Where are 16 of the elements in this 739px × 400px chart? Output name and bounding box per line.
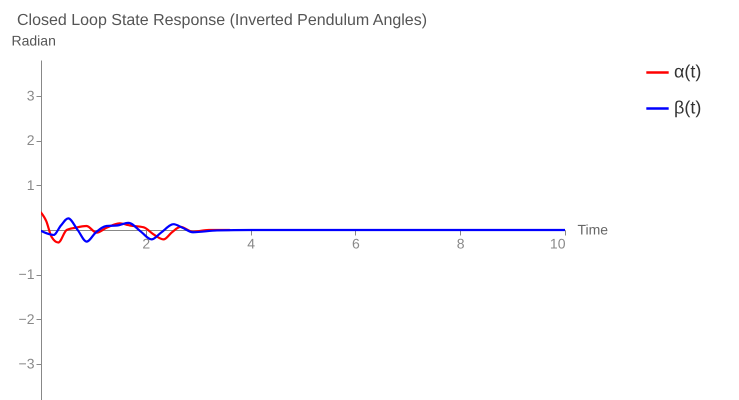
x-tick-label: 2 [142,236,150,252]
x-tick-label: 8 [456,236,465,252]
y-axis-title: Radian [12,32,56,48]
y-tick-label: 3 [26,87,35,104]
x-tick-label: 4 [247,236,256,252]
y-tick-label: 2 [26,132,35,148]
x-tick-label: 6 [352,236,360,252]
legend-label: β(t) [674,98,702,118]
y-tick-label: −3 [18,356,35,372]
x-tick-label: 10 [550,236,566,252]
legend-label: α(t) [674,62,702,82]
x-axis-title: Time [578,222,608,238]
chart-title: Closed Loop State Response (Inverted Pendulum Angles) [17,12,428,29]
y-tick-label: 1 [26,176,35,193]
y-tick-label: −1 [18,266,35,282]
y-tick-label: −2 [18,310,35,327]
